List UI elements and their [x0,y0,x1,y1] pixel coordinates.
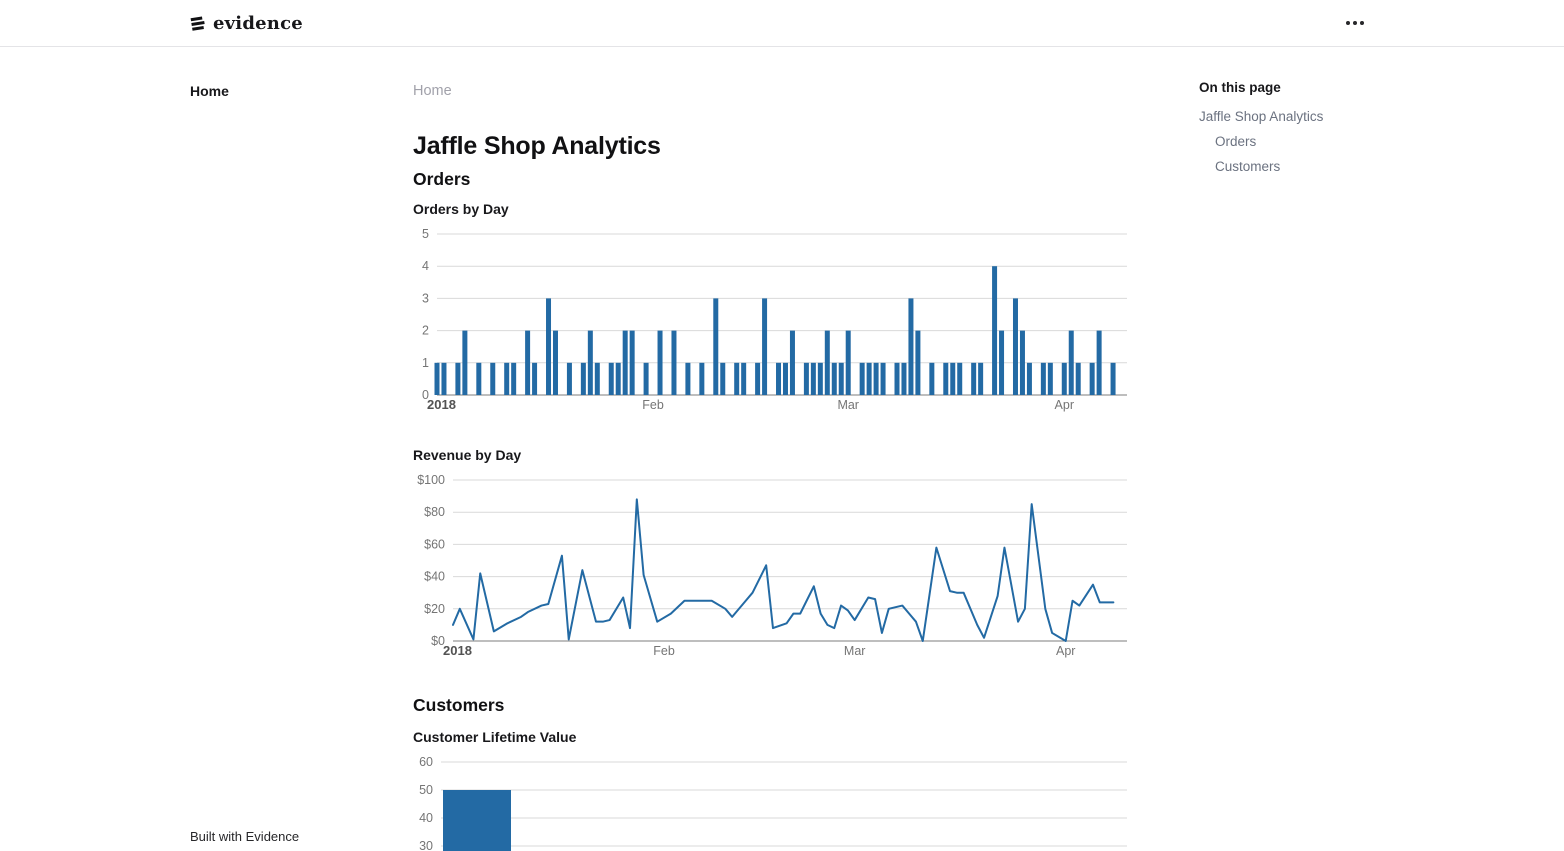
chart-title-revenue-by-day: Revenue by Day [413,447,522,463]
sidebar: Home [190,47,413,99]
svg-text:1: 1 [422,356,429,370]
orders-by-day-chart-block: Orders by Day 0 1 2 3 4 5 2018 Feb Mar Apr [413,202,1199,417]
svg-text:60: 60 [419,755,433,769]
breadcrumb-home-link[interactable]: Home [413,83,452,99]
page-layout: Home Home Jaffle Shop Analytics Orders O… [0,47,1564,851]
svg-text:$60: $60 [424,537,445,551]
evidence-logo-text: evidence [213,12,303,34]
on-this-page-panel: On this page Jaffle Shop Analytics Order… [1199,47,1384,184]
svg-text:30: 30 [419,839,433,851]
svg-text:Mar: Mar [837,398,859,412]
svg-text:Feb: Feb [653,644,675,658]
toc-link-jaffle-shop-analytics[interactable]: Jaffle Shop Analytics [1199,109,1324,124]
svg-text:50: 50 [419,783,433,797]
svg-text:2018: 2018 [427,397,456,412]
svg-text:Apr: Apr [1055,398,1074,412]
breadcrumb: Home [413,83,1199,100]
section-heading-orders: Orders [413,169,471,189]
orders-by-day-chart[interactable]: 0 1 2 3 4 5 2018 Feb Mar Apr [413,225,1127,417]
svg-text:$0: $0 [431,634,445,648]
svg-text:Feb: Feb [642,398,664,412]
svg-text:2018: 2018 [443,643,472,658]
sidebar-item-home[interactable]: Home [190,83,229,99]
svg-text:2: 2 [422,324,429,338]
svg-text:$100: $100 [417,473,445,487]
customer-lifetime-value-chart-block: Customer Lifetime Value 60 50 40 30 [413,730,1199,851]
svg-text:$40: $40 [424,570,445,584]
revenue-by-day-chart[interactable]: $0 $20 $40 $60 $80 $100 2018 Feb Mar Apr [413,471,1127,663]
app-header: evidence [0,0,1564,47]
revenue-by-day-chart-block: Revenue by Day $0 $20 $40 $60 $80 $100 2018 Feb… [413,448,1199,663]
evidence-logo-icon [190,15,205,31]
chart-title-orders-by-day: Orders by Day [413,201,509,217]
svg-text:Mar: Mar [844,644,866,658]
toc-link-orders[interactable]: Orders [1215,134,1257,149]
built-with-evidence-link[interactable]: Built with Evidence [190,829,300,844]
svg-text:0: 0 [422,388,429,402]
svg-text:3: 3 [422,291,429,305]
svg-text:$80: $80 [424,505,445,519]
svg-text:Apr: Apr [1056,644,1075,658]
chart-title-customer-lifetime-value: Customer Lifetime Value [413,729,577,745]
evidence-logo[interactable]: evidence [190,13,303,34]
on-this-page-title: On this page [1199,80,1281,95]
section-heading-customers: Customers [413,695,505,715]
kebab-menu-icon [1346,21,1364,25]
svg-text:40: 40 [419,811,433,825]
toc-link-customers[interactable]: Customers [1215,159,1281,174]
kebab-menu-button[interactable] [1344,15,1366,31]
svg-text:$20: $20 [424,602,445,616]
svg-text:4: 4 [422,259,429,273]
main-content: Home Jaffle Shop Analytics Orders Orders… [413,47,1199,851]
customer-lifetime-value-chart[interactable]: 60 50 40 30 [413,753,1127,851]
page-title: Jaffle Shop Analytics [413,132,661,160]
svg-text:5: 5 [422,227,429,241]
